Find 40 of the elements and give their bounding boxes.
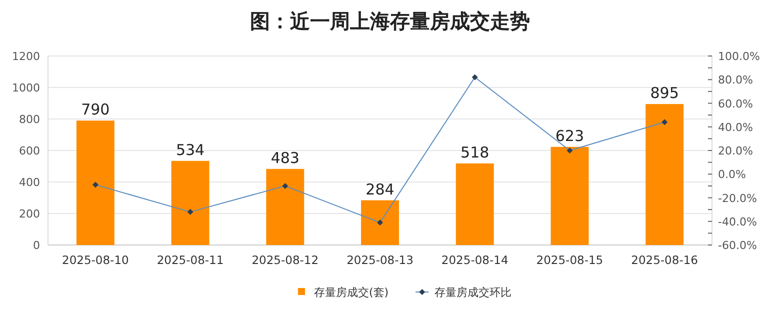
legend-label: 存量房成交(套) (314, 286, 389, 299)
y2-tick-label: 80.0% (718, 74, 753, 87)
x-tick-label: 2025-08-11 (156, 253, 224, 267)
y2-tick-label: -60.0% (718, 239, 757, 252)
legend-label: 存量房成交环比 (434, 286, 512, 299)
data-label: 534 (176, 140, 205, 159)
bar (266, 168, 304, 245)
data-label: 790 (81, 100, 110, 119)
y2-tick-label: 0.0% (718, 168, 746, 182)
data-label: 895 (650, 84, 679, 102)
x-tick-label: 2025-08-12 (252, 253, 319, 267)
x-tick-label: 2025-08-13 (346, 253, 414, 267)
data-label: 483 (270, 148, 300, 167)
y-tick-label: 200 (19, 208, 40, 220)
bar (76, 120, 114, 245)
y-tick-label: 1200 (12, 50, 40, 63)
y2-tick-label: 40.0% (718, 120, 753, 134)
y-tick-label: 600 (19, 144, 40, 158)
y2-tick-label: -40.0% (718, 215, 757, 228)
chart-title: 图：近一周上海存量房成交走势 (250, 9, 530, 33)
x-tick-label: 2025-08-16 (631, 253, 698, 267)
y2-tick-label: 20.0% (718, 144, 753, 158)
x-tick-label: 2025-08-15 (536, 253, 604, 267)
y2-tick-label: 60.0% (718, 97, 753, 110)
data-label: 518 (460, 143, 490, 162)
bar (361, 200, 399, 245)
bar (456, 163, 494, 245)
bar (550, 146, 589, 245)
y2-tick-label: -20.0% (718, 192, 757, 205)
y-tick-label: 400 (19, 176, 40, 189)
x-tick-label: 2025-08-10 (62, 253, 129, 267)
y2-tick-label: 100.0% (718, 50, 760, 63)
data-label: 623 (555, 126, 584, 145)
data-label: 284 (366, 180, 394, 198)
y-tick-label: 1000 (12, 82, 40, 94)
bar (171, 160, 210, 245)
y-tick-label: 800 (19, 113, 40, 126)
bar (646, 104, 684, 245)
x-tick-label: 2025-08-14 (441, 253, 508, 267)
y-tick-label: 0 (33, 239, 40, 252)
